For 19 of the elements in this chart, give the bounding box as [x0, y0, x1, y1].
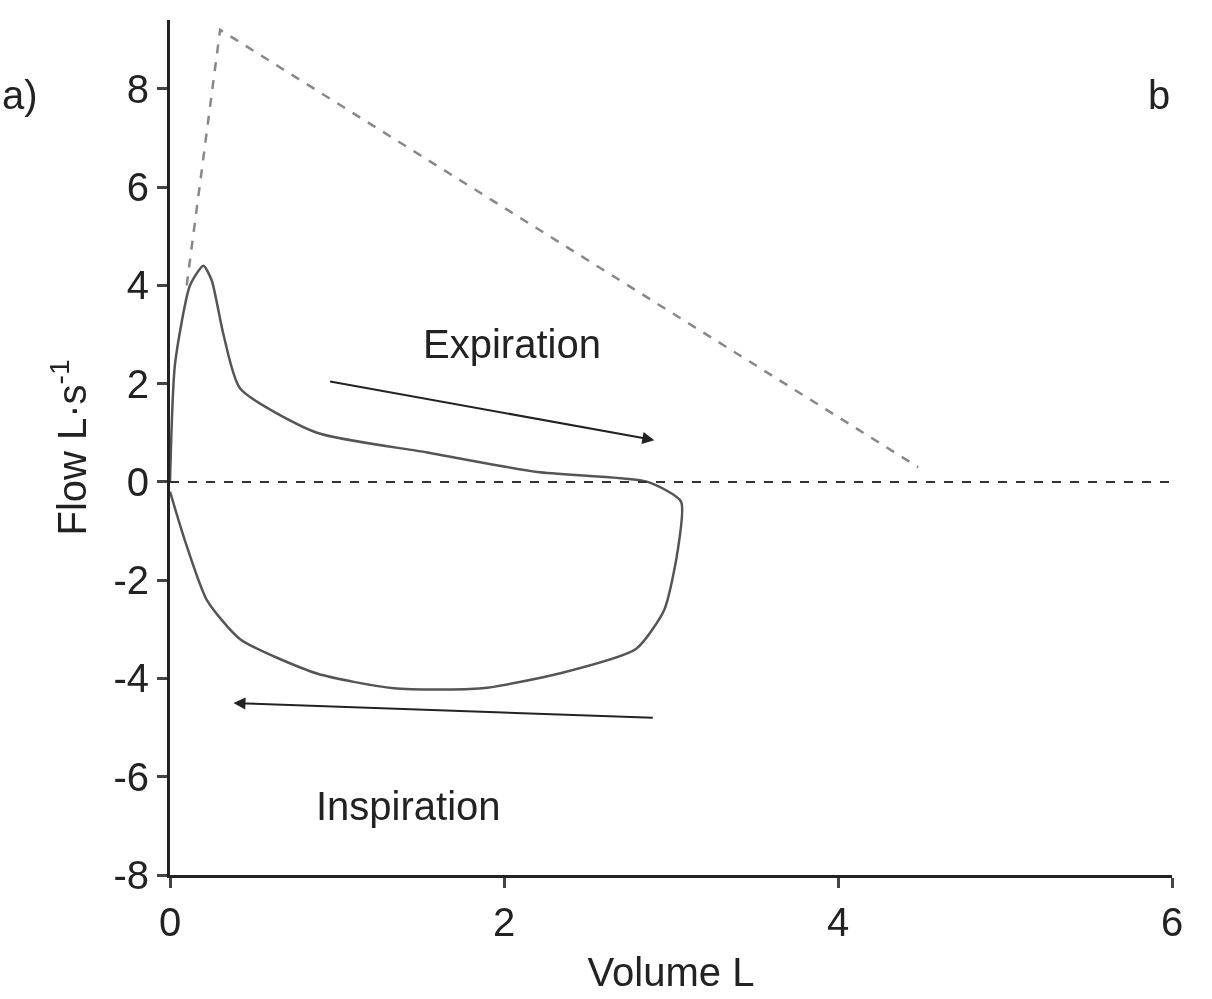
annotation: Inspiration — [316, 784, 501, 828]
y-tick-label: 8 — [126, 66, 149, 111]
y-tick-label: -8 — [113, 853, 149, 897]
y-tick-label: 2 — [126, 361, 149, 406]
y-tick-label: -2 — [113, 558, 149, 603]
y-tick-label: -6 — [113, 754, 149, 799]
x-tick-label: 6 — [1160, 900, 1184, 944]
x-tick-label: 0 — [158, 900, 182, 944]
y-tick-label: 6 — [126, 165, 149, 210]
y-tick-label: -4 — [113, 656, 149, 701]
y-tick-label: 0 — [126, 459, 149, 504]
y-tick-label: 4 — [126, 263, 149, 308]
annotation: Expiration — [423, 322, 601, 366]
annotation: b — [1148, 73, 1171, 117]
text: a) — [2, 73, 38, 117]
x-tick-label: 2 — [492, 900, 516, 944]
line-series — [170, 264, 684, 691]
x-tick-label: 4 — [826, 900, 850, 944]
x-axis-title: Volume L — [587, 949, 755, 994]
